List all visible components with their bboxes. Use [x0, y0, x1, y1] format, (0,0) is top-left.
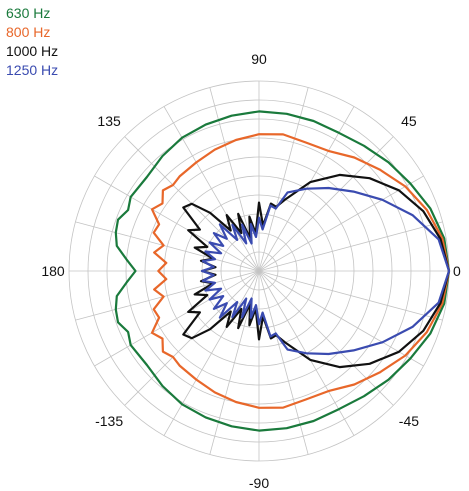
angle-tick-label-45: 45 [401, 113, 417, 129]
series-layer [114, 110, 451, 432]
grid-spoke-15 [258, 221, 443, 272]
grid-spoke-345 [258, 270, 443, 321]
series-line-630hz [114, 110, 451, 432]
grid-spoke-240 [163, 270, 260, 436]
legend-entry-1000hz: 1000 Hz [6, 43, 59, 59]
grid-spoke-75 [258, 87, 309, 272]
grid-spoke-330 [258, 270, 424, 367]
series-line-800hz [150, 133, 451, 409]
grid-spoke-210 [94, 270, 260, 367]
angle-tick-label-90: 90 [251, 51, 267, 67]
angle-tick-label-135: 135 [97, 113, 121, 129]
angle-tick-label--45: -45 [399, 413, 419, 429]
grid-spoke-120 [163, 106, 260, 272]
grid-spoke-195 [75, 270, 260, 321]
grid-spoke-30 [258, 175, 424, 272]
angle-tick-label--90: -90 [249, 475, 269, 491]
angle-tick-label-180: 180 [41, 263, 65, 279]
series-line-1250hz [200, 186, 451, 356]
legend-entry-800hz: 800 Hz [6, 24, 51, 40]
grid-spoke-150 [94, 175, 260, 272]
grid-spoke-285 [258, 270, 309, 455]
grid-spoke-315 [258, 270, 394, 406]
angle-tick-label-0: 0 [453, 263, 461, 279]
angular-grid-spokes [69, 81, 449, 461]
angle-tick-labels: 0 45 90 135 180 -135 -90 -45 [41, 51, 461, 491]
legend-entry-1250hz: 1250 Hz [6, 62, 59, 78]
grid-spoke-45 [258, 136, 394, 272]
grid-spoke-165 [75, 221, 260, 272]
legend-entry-630hz: 630 Hz [6, 5, 51, 21]
chart-legend: 630 Hz 800 Hz 1000 Hz 1250 Hz [6, 4, 58, 80]
angle-tick-label--135: -135 [95, 413, 123, 429]
